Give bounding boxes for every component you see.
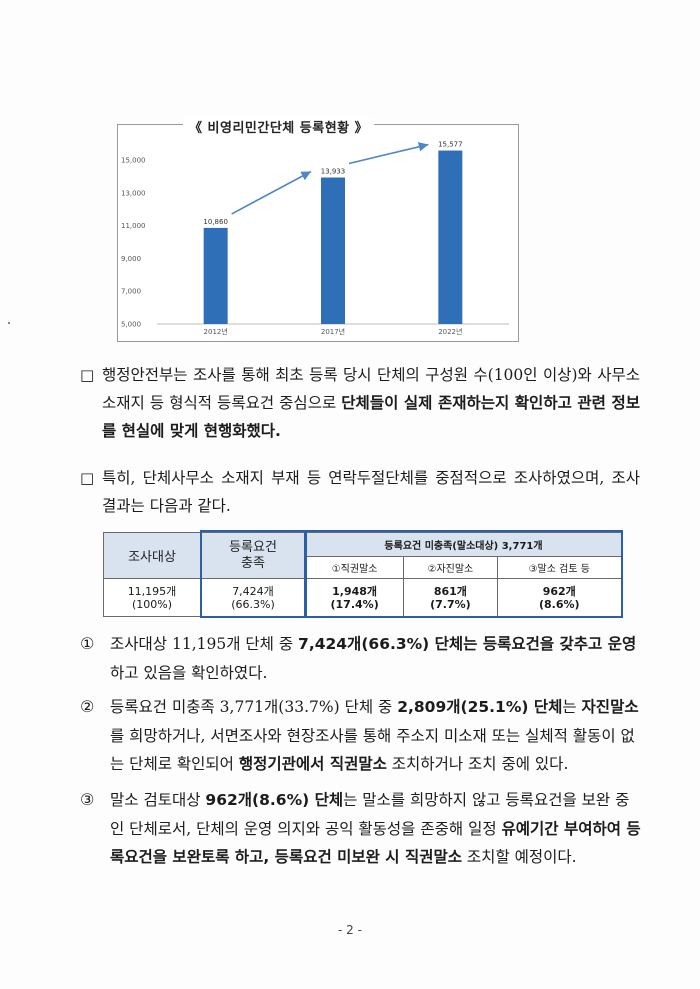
header-sub3: ③말소 검토 등 [496, 556, 623, 579]
margin-mark [8, 322, 10, 324]
cell-survey-pct: (100%) [131, 597, 173, 611]
status-table: 조사대상 등록요건 충족 등록요건 미충족(말소대상) 3,771개 ①직권말소… [103, 532, 623, 617]
header-unmet: 등록요건 미충족(말소대상) 3,771개 [305, 532, 622, 557]
paragraph-1-bold: 단체들이 실제 존재하는지 확인하고 관련 정보를 현실에 맞게 현행화했다. [102, 394, 640, 440]
header-met-line1: 등록요건 [229, 539, 277, 555]
bar-data-label: 15,577 [438, 141, 463, 149]
page-number: - 2 - [338, 923, 362, 937]
item-1-text-c: 하고 있음을 확인하였다. [110, 663, 268, 682]
trend-arrow [348, 142, 429, 165]
item-1-bold: 7,424개(66.3%) 단체는 등록요건을 갖추고 운영 [298, 635, 637, 653]
cell-met: 7,424개 (66.3%) [200, 578, 306, 617]
cell-met-pct: (66.3%) [231, 597, 275, 611]
paragraph-1: □ 행정안전부는 조사를 통해 최초 등록 당시 단체의 구성원 수(100인 … [80, 361, 640, 445]
item-2-text-a: 등록요건 미충족 3,771개(33.7%) 단체 중 [110, 698, 398, 716]
item-3-text-c: 는 말소를 희망하지 않고 등록요건을 보완 중인 단체로서, 단체의 운영 의… [110, 791, 630, 838]
cell-sub3-count: 962개 [542, 584, 576, 598]
header-sub2: ②자진말소 [403, 556, 498, 579]
item-2-bold-count: 2,809개(25.1%) 단체 [397, 698, 563, 716]
cell-met-count: 7,424개 [232, 584, 274, 598]
list-item-1: ① 조사대상 11,195개 단체 중 7,424개(66.3%) 단체는 등록… [80, 630, 642, 687]
circled-number-1: ① [80, 634, 95, 653]
item-3-bold-grace: 유예기간 부여하여 등록요건을 보완토록 하고, 등록요건 미보완 시 직권말소 [110, 819, 641, 867]
item-2-text-g: 조치하거나 조치 중에 있다. [386, 755, 569, 773]
list-item-2: ② 등록요건 미충족 3,771개(33.7%) 단체 중 2,809개(25.… [80, 693, 642, 779]
chart-title: 《 비영리민간단체 등록현황 》 [183, 117, 375, 136]
cell-sub3: 962개 (8.6%) [496, 578, 623, 617]
y-tick-label: 11,000 [121, 222, 146, 230]
item-2-bold-voluntary: 자진말소 [581, 698, 639, 716]
x-category-label: 2017년 [321, 327, 345, 336]
y-tick-label: 13,000 [121, 189, 146, 197]
paragraph-2: □ 특히, 단체사무소 소재지 부재 등 연락두절단체를 중점적으로 조사하였으… [80, 464, 640, 520]
cell-sub2: 861개 (7.7%) [403, 578, 498, 617]
x-category-label: 2022년 [438, 327, 462, 336]
item-2-bold-admin: 행정기관에서 직권말소 [238, 755, 387, 773]
y-tick-label: 15,000 [121, 157, 146, 165]
cell-sub2-count: 861개 [433, 584, 467, 598]
square-bullet-icon: □ [80, 469, 95, 487]
square-bullet-icon: □ [80, 366, 95, 384]
cell-sub3-pct: (8.6%) [538, 597, 580, 611]
item-3-text-a: 말소 검토대상 [110, 791, 206, 809]
y-tick-label: 7,000 [121, 288, 141, 296]
item-3-bold-count: 962개(8.6%) 단체 [205, 791, 344, 809]
cell-sub1-count: 1,948개 [332, 584, 378, 598]
bar-data-label: 10,860 [203, 218, 228, 226]
registration-chart: 5,000 7,000 9,000 11,000 13,000 15,000 10,860 2… [121, 141, 509, 336]
y-tick-label: 9,000 [121, 255, 141, 263]
cell-sub2-pct: (7.7%) [430, 597, 471, 611]
paragraph-1-text: 행정안전부는 조사를 통해 최초 등록 당시 단체의 구성원 수(100인 이상… [102, 366, 640, 412]
item-1-text-a: 조사대상 11,195개 단체 중 [110, 635, 299, 653]
chart-bar [203, 227, 228, 324]
header-sub1: ①직권말소 [304, 556, 405, 579]
header-survey: 조사대상 [103, 532, 201, 579]
cell-sub1: 1,948개 (17.4%) [304, 578, 405, 617]
item-2-text-e: 를 희망하거나, 서면조사와 현장조사를 통해 주소지 미소재 또는 실체적 활… [110, 726, 635, 774]
header-met-line2: 충족 [241, 555, 265, 571]
cell-survey-count: 11,195개 [127, 584, 177, 598]
chart-bar [438, 150, 463, 324]
list-item-3: ③ 말소 검토대상 962개(8.6%) 단체는 말소를 희망하지 않고 등록요… [80, 786, 642, 872]
paragraph-2-text: 특히, 단체사무소 소재지 부재 등 연락두절단체를 중점적으로 조사하였으며,… [102, 469, 640, 515]
cell-survey: 11,195개 (100%) [103, 578, 201, 617]
header-met: 등록요건 충족 [200, 532, 306, 579]
trend-arrow [231, 170, 312, 215]
chart-bar [321, 177, 345, 324]
item-2-text-c: 는 [562, 698, 582, 716]
item-3-text-e: 조치할 예정이다. [462, 848, 577, 866]
cell-sub1-pct: (17.4%) [330, 597, 379, 611]
bar-data-label: 13,933 [321, 167, 346, 175]
y-tick-label: 5,000 [121, 321, 141, 329]
circled-number-2: ② [80, 697, 95, 716]
circled-number-3: ③ [80, 790, 95, 809]
x-category-label: 2012년 [204, 327, 228, 336]
